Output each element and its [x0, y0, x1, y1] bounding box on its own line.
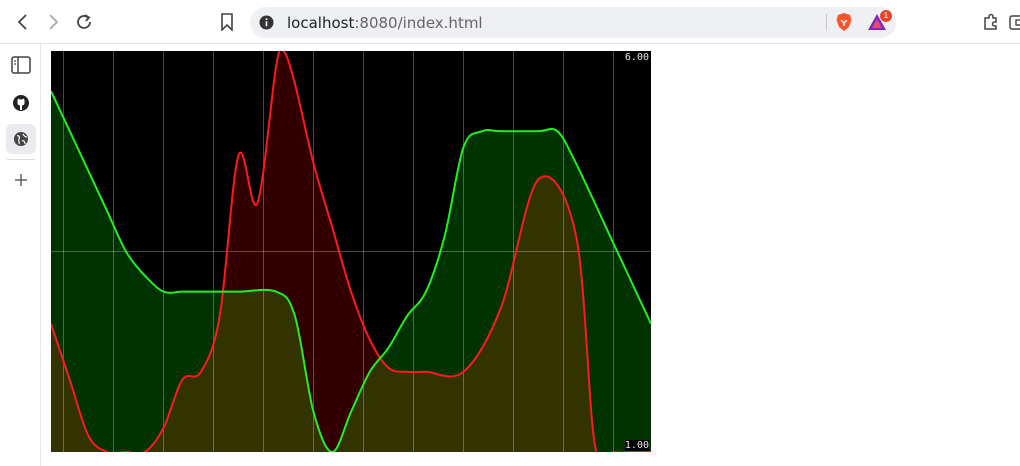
- brave-shields-icon[interactable]: [835, 12, 853, 32]
- area-chart: 6.00 1.00: [51, 51, 651, 452]
- url-text[interactable]: localhost:8080/index.html: [287, 14, 483, 32]
- sidebar-item-web[interactable]: [6, 124, 36, 154]
- globe-icon: [14, 132, 28, 146]
- wallet-icon: [1009, 15, 1020, 30]
- sidebar-divider: [7, 159, 35, 160]
- bookmark-button[interactable]: [213, 8, 241, 36]
- url-path: :8080/index.html: [354, 14, 483, 32]
- series-2-line: [51, 90, 651, 452]
- chart-svg: [51, 51, 651, 452]
- wallet-button[interactable]: [1003, 8, 1020, 36]
- extensions-button[interactable]: [977, 8, 1005, 36]
- bookmark-icon: [221, 13, 233, 31]
- url-host: localhost: [287, 14, 355, 32]
- chevron-right-icon: [49, 14, 59, 30]
- sidebar-toggle-button[interactable]: [6, 50, 36, 80]
- sidebar-item-github[interactable]: [6, 88, 36, 118]
- sidebar-panel-icon: [11, 56, 31, 74]
- github-icon: [13, 95, 29, 111]
- series-2-area: [51, 91, 651, 452]
- puzzle-icon: [984, 13, 997, 30]
- back-button[interactable]: [9, 8, 37, 36]
- info-icon[interactable]: [259, 15, 274, 30]
- chevron-left-icon: [17, 14, 27, 30]
- reload-button[interactable]: [70, 8, 98, 36]
- address-bar[interactable]: localhost:8080/index.html 1: [250, 7, 896, 38]
- forward-button[interactable]: [39, 8, 67, 36]
- reload-icon: [77, 14, 91, 29]
- url-separator: [826, 14, 827, 31]
- y-min-label: 1.00: [624, 440, 649, 451]
- series-1-line: [51, 51, 651, 452]
- browser-toolbar: localhost:8080/index.html 1: [0, 0, 1020, 44]
- sidebar-add-button[interactable]: [6, 165, 36, 195]
- sidebar: [0, 44, 41, 466]
- rewards-icon[interactable]: [867, 12, 889, 32]
- notification-badge: 1: [880, 10, 892, 22]
- plus-icon: [15, 174, 27, 186]
- y-max-label: 6.00: [624, 52, 649, 63]
